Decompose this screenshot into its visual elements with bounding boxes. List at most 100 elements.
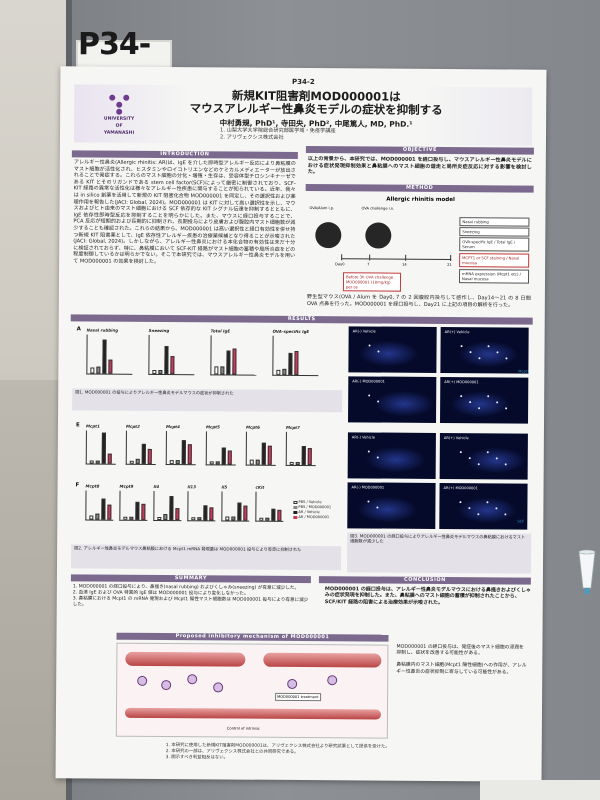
logo-text-3: YAMANASHI [103,130,135,136]
bar [301,446,306,466]
conclusion-text: MOD000001 の経口投与は、アレルギー性鼻炎モデルマウスにおける鼻掻きおよ… [324,586,531,606]
bar [259,517,264,521]
summary-list: 1. MOD000001 の経口投与により、鼻掻き(nasal rubbing)… [73,584,309,610]
blood-vessel [124,707,382,720]
objective-heading: OBJECTIVE [305,146,534,155]
method-box-mrna: mRNA expression (Mcpt1 etc) / Nasal muco… [458,269,530,284]
conclusion-note: 鼻粘膜内のマスト細胞(Mcpt1 陽性細胞)への作用が、アレルギー性鼻炎の症状抑… [396,663,527,676]
method-box-rubbing: Nasal rubbing [459,217,530,227]
mast-cell [187,674,198,685]
introduction-text: アレルギー性鼻炎(Allergic rhinitis: AR)は、IgE を介し… [73,159,296,265]
bar [227,450,232,465]
summary-heading: SUMMARY [70,574,311,584]
bar [129,460,134,464]
chart-label: cKit [255,484,265,490]
microscopy-label: AR(+) Vehicle [444,330,470,335]
bar [288,352,293,375]
mouse-icon [315,222,342,249]
bar [267,446,272,465]
bar-chart [85,490,114,521]
bar [289,461,294,465]
bar [282,368,287,375]
bar [220,366,225,375]
timeline-day14: 14 [402,262,407,267]
footer: 1. 本研究に使用した新規KIT阻害剤MOD000001は、アリヴェクシス株式会… [166,743,466,762]
method-diagram: Allergic rhinitis model OVA/Alum i.p. OV… [307,196,534,306]
mechanism-heading: Proposed inhibitory mechanism of MOD0000… [116,632,389,642]
bar-chart [272,335,319,377]
bar [237,502,242,521]
microscopy-label: AR(+) MOD000001 [444,379,479,385]
bar [295,461,300,465]
logo-text-2: OF [115,123,123,129]
microscopy-label: AR(-) MOD000001 [351,485,385,490]
results-legend: PBS / Vehicle PBS / MOD000001 AR / Vehic… [293,500,343,520]
timeline-tick [405,254,407,261]
introduction-heading: INTRODUCTION [71,150,298,159]
bar-chart [165,431,196,466]
bar-chart [255,491,284,522]
timeline-day21: 21 [447,263,452,268]
method-title: Allergic rhinitis model [386,196,455,204]
chart-label: Mcpt1 [85,423,100,429]
bar [276,370,281,375]
bar [141,443,146,464]
bar [89,460,94,464]
paper-cup-icon [578,549,596,594]
microscopy-image: AR(-) MOD000001 [348,376,437,423]
bar [243,505,248,521]
mast-cell [213,682,224,693]
bar-chart [221,491,250,522]
bar [209,506,214,521]
microscopy-image: AR(+) MOD000001 [440,376,529,424]
bar [226,350,231,375]
mast-cell [287,678,298,689]
bar [152,369,157,374]
chart-label: Il4 [153,483,160,490]
university-logo: UNIVERSITY OF YAMANASHI [96,93,142,141]
bar-chart [285,431,316,467]
method-treatment-note: Before 3h OVA challenge MOD000001 (10mg/… [342,272,402,292]
bar [147,448,152,464]
conclusion-notes: MOD000001 の経口投与は、発症後のマスト細胞の浸潤を抑制し、症状を改善す… [396,645,528,677]
university-logo-icon [106,93,132,115]
bar [158,370,163,375]
results-caption-3: 図3. MOD000001 の経口投与によりアレルギー性鼻炎モデルマウスの鼻粘膜… [346,532,532,574]
bar-chart [85,430,116,465]
bar [157,516,162,521]
method-timeline [341,258,452,261]
bar [225,516,230,521]
poster-title: 新規KIT阻害剤MOD000001は マウスアレルギー性鼻炎モデルの症状を抑制す… [156,89,476,117]
bar [96,366,101,374]
microscopy-image: AR(-) Vehicle [347,432,436,479]
microscopy-label: AR(-) MOD000001 [352,379,385,384]
chart-label: Il13 [187,484,197,490]
bar [232,348,237,375]
bar-chart [187,491,216,522]
bar-chart [153,490,182,522]
bar [209,460,214,465]
microscopy-image: AR(+) Vehicle [439,432,528,480]
bar [95,460,100,464]
chart-label: Mcpt5 [205,424,220,430]
objective-text: 以上の背景から、本研究では、MOD000001 を経口投与し、マウスアレルギー性… [307,156,532,176]
poster: P34-2 UNIVERSITY OF YAMANASHI 新規KIT阻害剤MO… [55,66,547,782]
floor-placard [480,780,600,800]
chart-label: Nasal rubbing [86,327,119,333]
chart-label: Mcpt8 [85,483,100,489]
bar [181,440,186,465]
bar [294,350,299,375]
mouse-icon [365,222,392,249]
bar [221,447,226,465]
bar [108,359,113,374]
microscopy-label: AR(+) Vehicle [443,435,469,441]
bar [107,453,112,464]
bar [249,459,254,465]
timeline-tick [341,254,343,261]
timeline-day7: 7 [367,262,370,267]
logo-text-1: UNIVERSITY [103,116,135,122]
bar [175,460,180,465]
bar [203,505,208,521]
chart-label: Mcpt6 [245,424,260,430]
bar [135,458,140,464]
